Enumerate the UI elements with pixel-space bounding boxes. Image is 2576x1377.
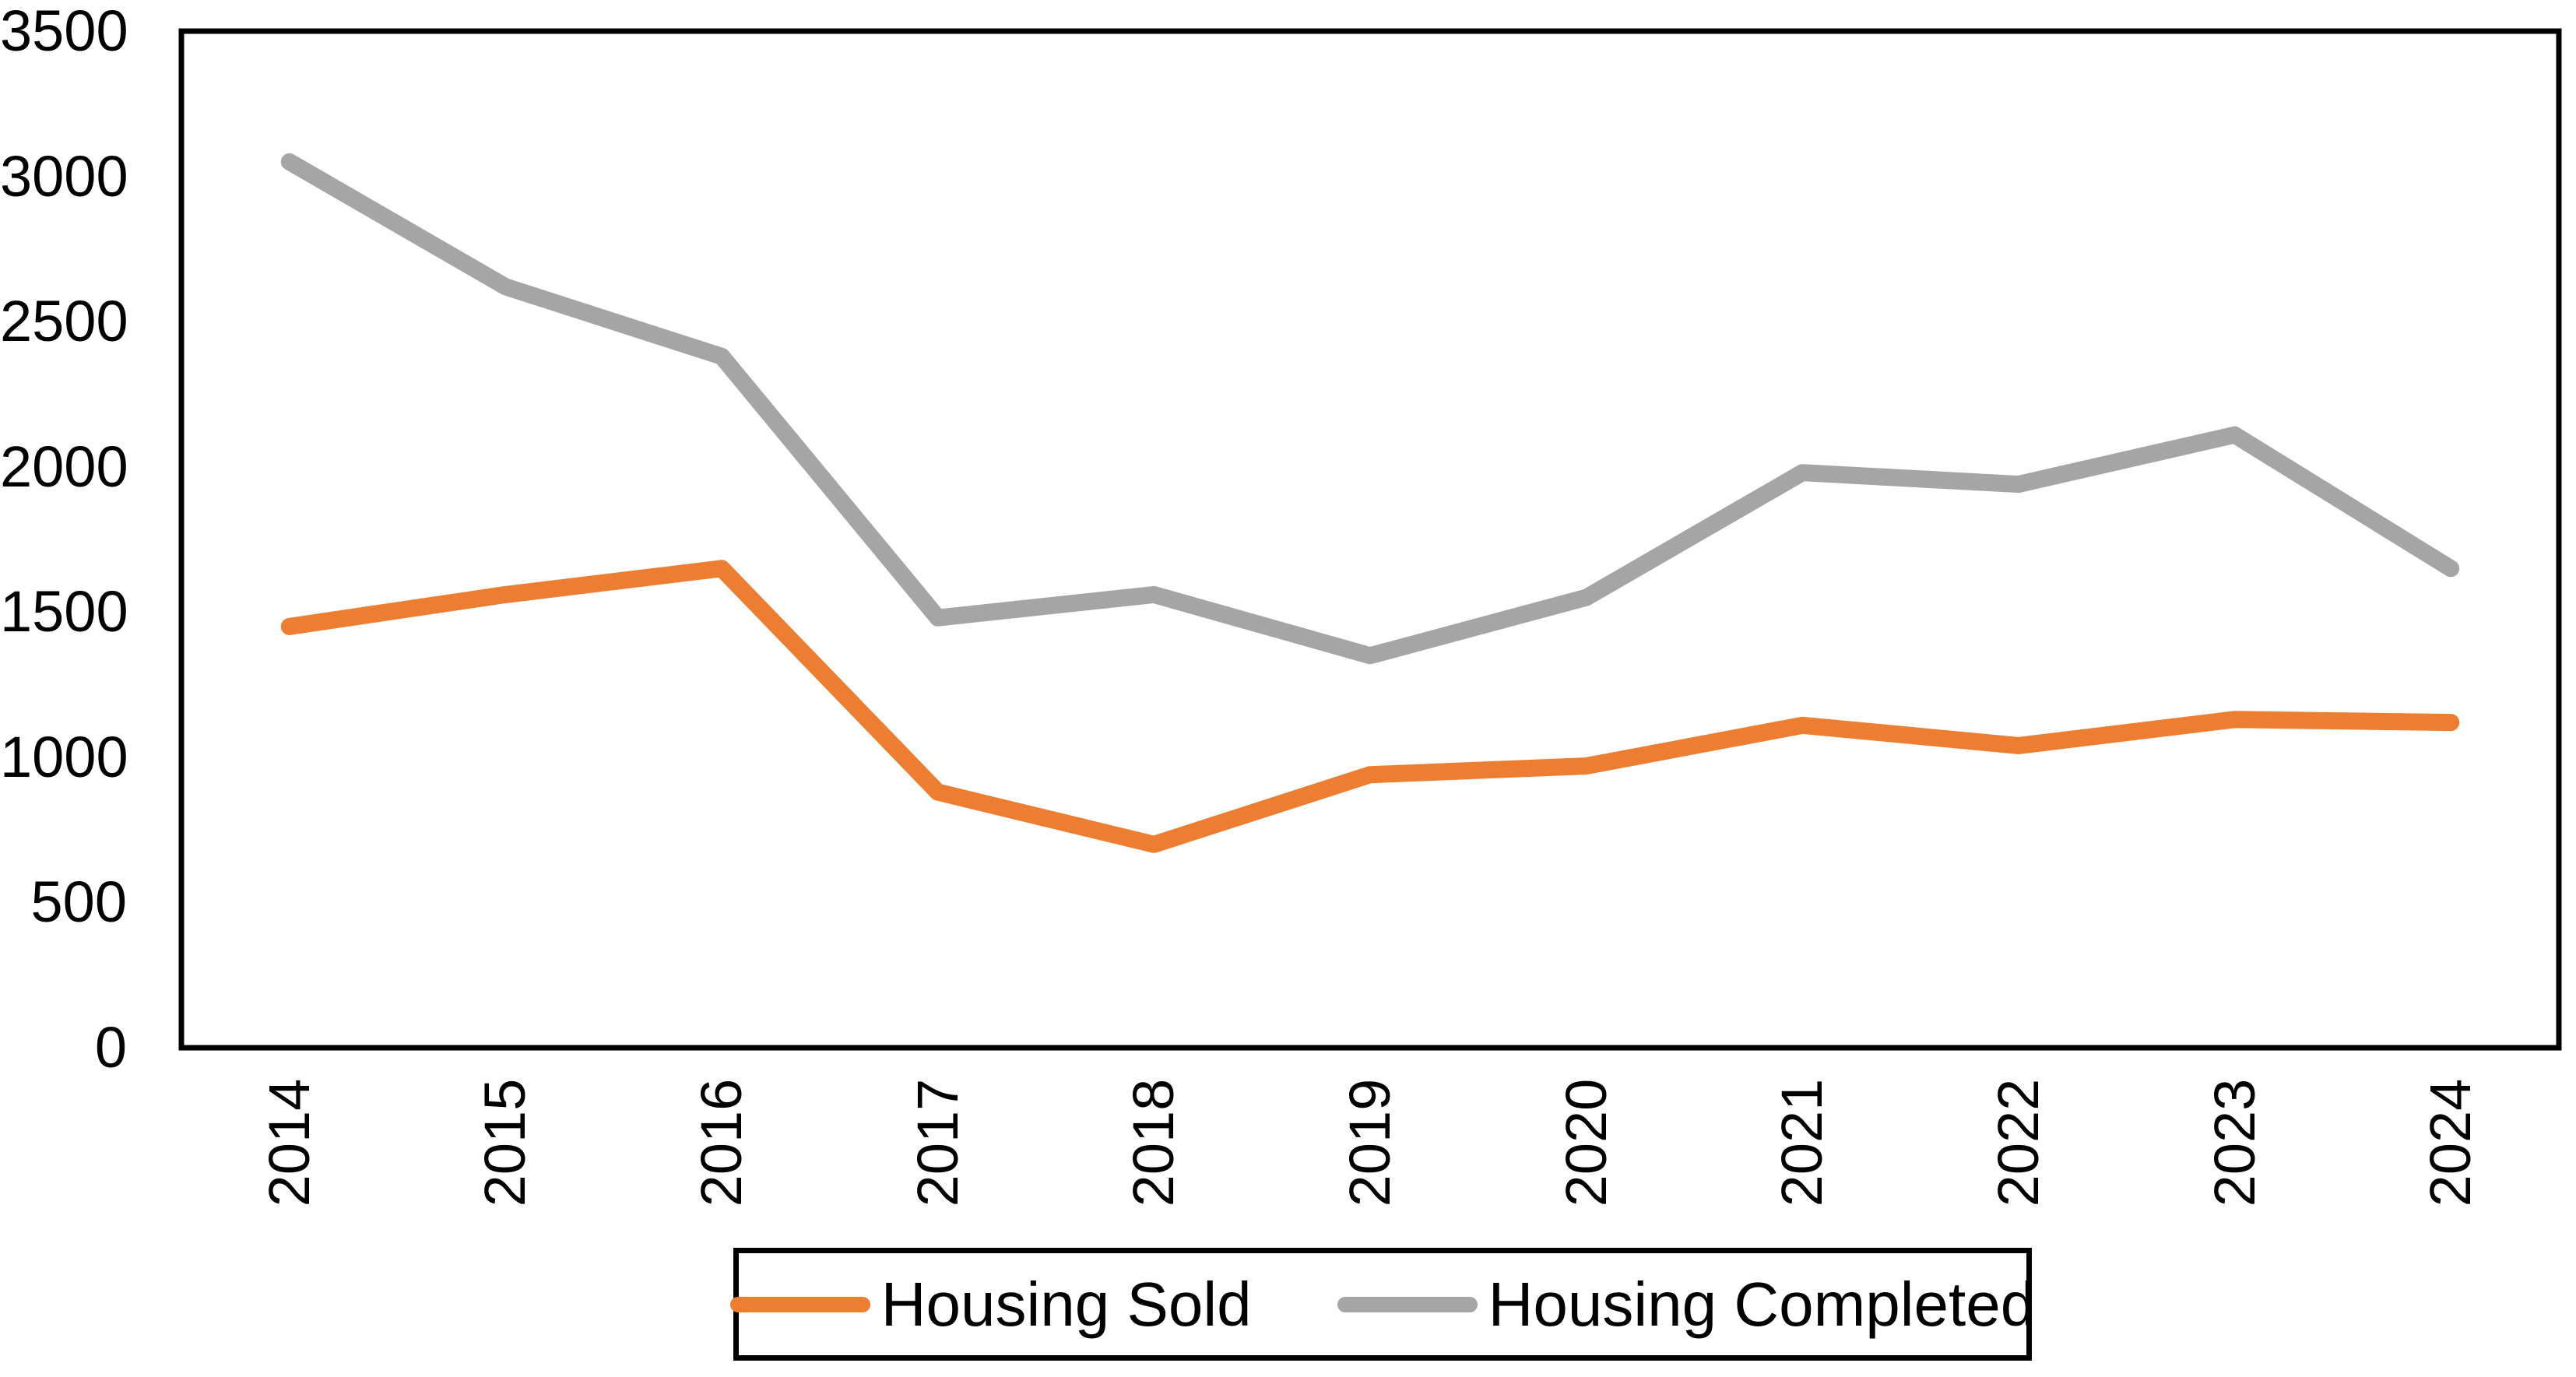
legend-item-housing-sold: Housing Sold [729,1269,1252,1340]
x-axis-category-label: 2015 [473,1078,538,1207]
y-axis-tick-label: 3000 [0,143,128,209]
chart-legend: Housing Sold Housing Completed [729,1248,2035,1361]
legend-swatch-housing-completed [1337,1296,1478,1312]
y-axis-tick-label: 3500 [0,0,128,63]
legend-label-housing-sold: Housing Sold [880,1269,1252,1339]
y-axis-tick-label: 0 [94,1015,127,1080]
series-line-housing-completed [280,153,2460,665]
y-axis-tick-label: 1000 [0,724,128,789]
x-axis-category-label: 2014 [256,1078,322,1207]
x-axis-category-label: 2022 [1985,1078,2051,1207]
legend-label-housing-completed: Housing Completed [1488,1269,2036,1339]
x-axis-category-label: 2016 [689,1078,754,1207]
legend-item-housing-completed: Housing Completed [1337,1269,2036,1340]
x-axis-category-label: 2019 [1337,1078,1402,1207]
x-axis-category-label: 2020 [1553,1078,1618,1207]
legend-swatch-housing-sold [729,1296,870,1312]
y-axis-tick-label: 1500 [0,579,128,645]
y-axis-tick-label: 500 [30,869,127,935]
x-axis-category-label: 2023 [2202,1078,2267,1207]
y-axis-tick-label: 2000 [0,434,128,499]
x-axis-category-label: 2024 [2418,1078,2483,1207]
x-axis-category-label: 2018 [1121,1078,1186,1207]
x-axis-category-label: 2017 [905,1078,970,1207]
y-axis-tick-label: 2500 [0,289,128,354]
plot-border [178,28,2562,1051]
series-line-housing-sold [280,560,2460,853]
x-axis-category-label: 2021 [1769,1078,1835,1207]
